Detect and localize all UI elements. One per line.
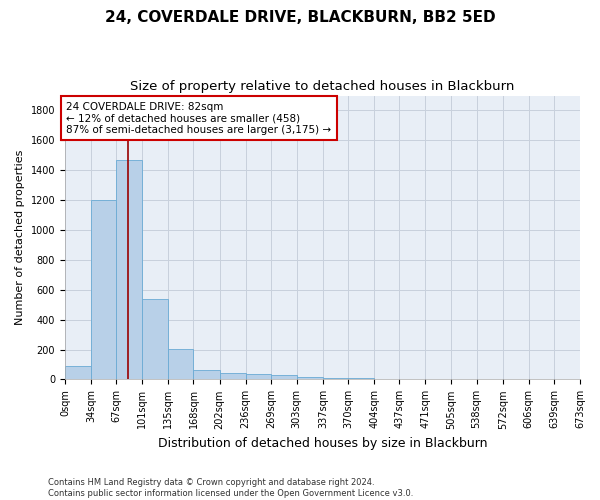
Bar [65,366,91,380]
Bar [374,378,400,380]
Title: Size of property relative to detached houses in Blackburn: Size of property relative to detached ho… [130,80,515,93]
Text: 24, COVERDALE DRIVE, BLACKBURN, BB2 5ED: 24, COVERDALE DRIVE, BLACKBURN, BB2 5ED [104,10,496,25]
Bar [193,370,220,380]
Bar [116,160,142,380]
Bar [271,376,297,380]
Bar [297,377,323,380]
Bar [142,299,168,380]
Y-axis label: Number of detached properties: Number of detached properties [15,150,25,325]
Bar [91,200,116,380]
Bar [245,374,271,380]
Bar [348,378,374,380]
Text: 24 COVERDALE DRIVE: 82sqm
← 12% of detached houses are smaller (458)
87% of semi: 24 COVERDALE DRIVE: 82sqm ← 12% of detac… [67,102,332,134]
Bar [323,378,348,380]
Text: Contains HM Land Registry data © Crown copyright and database right 2024.
Contai: Contains HM Land Registry data © Crown c… [48,478,413,498]
Bar [168,349,193,380]
X-axis label: Distribution of detached houses by size in Blackburn: Distribution of detached houses by size … [158,437,487,450]
Bar [220,372,245,380]
